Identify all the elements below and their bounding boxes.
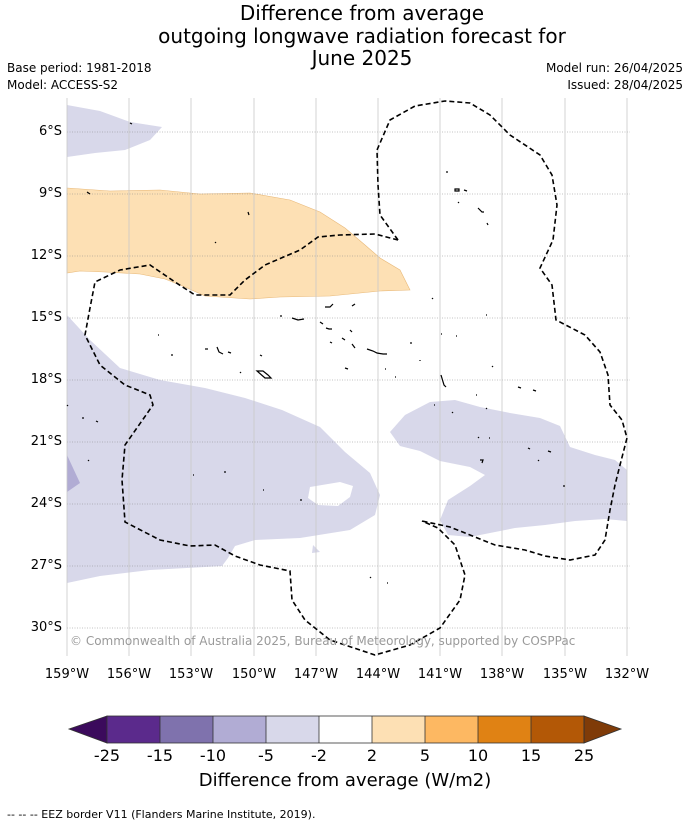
negative-anomaly-southwest-edge (67, 455, 80, 492)
colorbar-tick-label: -25 (93, 746, 121, 765)
colorbar-tick-label: 25 (573, 746, 595, 765)
lon-label-159w: 159°W (44, 667, 90, 682)
lat-label-18s: 18°S (30, 372, 62, 387)
colorbar-tick-label: -2 (311, 746, 327, 765)
neutral-gap (308, 482, 353, 506)
model-run: Model run: 26/04/2025 (545, 61, 683, 75)
map-title: Difference from average outgoing longwav… (0, 2, 690, 70)
lon-label-135w: 135°W (542, 667, 588, 682)
colorbar-tick-label: 2 (366, 746, 378, 765)
lat-label-9s: 9°S (38, 186, 62, 201)
islands (66, 122, 565, 584)
colorbar-tick-label: -15 (146, 746, 174, 765)
lat-label-24s: 24°S (30, 496, 62, 511)
eez-border-cook-islands (376, 100, 628, 561)
colorbar-tick-label: -10 (199, 746, 227, 765)
colorbar-tick-label: 10 (467, 746, 489, 765)
gridlines (66, 98, 630, 656)
lon-label-150w: 150°W (231, 667, 277, 682)
lat-label-21s: 21°S (30, 434, 62, 449)
title-line-3: June 2025 (311, 46, 413, 70)
lon-label-153w: 153°W (168, 667, 214, 682)
lat-label-27s: 27°S (30, 558, 62, 573)
eez-border-kiribati (84, 233, 466, 656)
meta-left: Base period: 1981-2018 Model: ACCESS-S2 (7, 60, 152, 94)
lat-label-12s: 12°S (30, 248, 62, 263)
eez-legend: -- -- -- EEZ border V11 (Flanders Marine… (7, 808, 316, 821)
colorbar-label: Difference from average (W/m2) (198, 770, 492, 791)
negative-anomaly-north-strip (67, 105, 162, 157)
title-line-2: outgoing longwave radiation forecast for (158, 23, 566, 48)
lat-label-6s: 6°S (38, 124, 62, 139)
issued-date: Issued: 28/04/2025 (567, 78, 683, 92)
lon-label-147w: 147°W (293, 667, 339, 682)
lon-label-156w: 156°W (106, 667, 152, 682)
lat-label-30s: 30°S (30, 620, 62, 635)
meta-right: Model run: 26/04/2025 Issued: 28/04/2025 (546, 60, 683, 94)
colorbar-tick-label: 5 (419, 746, 431, 765)
lon-label-138w: 138°W (479, 667, 525, 682)
lat-label-15s: 15°S (30, 310, 62, 325)
colorbar-tick-label: -5 (258, 746, 274, 765)
positive-anomaly-band (66, 187, 411, 300)
model-name: Model: ACCESS-S2 (7, 78, 119, 92)
colorbar-tick-label: 15 (520, 746, 542, 765)
negative-anomaly-southwest (67, 315, 380, 583)
lon-label-132w: 132°W (604, 667, 650, 682)
negative-anomaly-southeast (390, 400, 627, 537)
base-period: Base period: 1981-2018 (7, 61, 152, 75)
title-line-1: Difference from average (239, 1, 485, 25)
copyright-notice: © Commonwealth of Australia 2025, Bureau… (70, 634, 576, 648)
lon-label-144w: 144°W (355, 667, 401, 682)
lon-label-141w: 141°W (417, 667, 463, 682)
